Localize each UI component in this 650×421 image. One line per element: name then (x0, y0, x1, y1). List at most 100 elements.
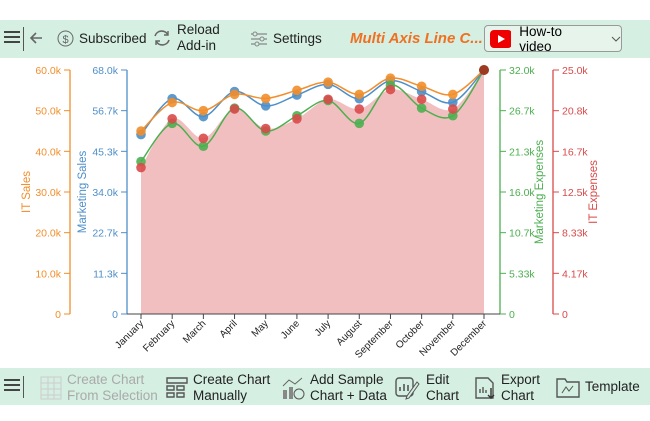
data-point (136, 162, 146, 173)
axis-tick-label: 16.0k (509, 187, 535, 199)
sliders-icon (251, 31, 267, 47)
axis-tick-label: 16.7k (562, 146, 588, 158)
label: Create Chart (67, 372, 145, 387)
x-tick-label: June (279, 318, 302, 341)
data-point-overlap (479, 65, 489, 75)
data-point (385, 73, 396, 83)
label: Create Chart (193, 372, 271, 387)
template-button[interactable]: Template (556, 376, 640, 398)
data-point (354, 118, 365, 129)
axis-tick-label: 26.7k (509, 106, 535, 118)
axis-tick-label: 40.0k (35, 146, 61, 158)
axis-tick-label: 4.17k (562, 268, 588, 280)
axis-tick-label: 60.0k (35, 65, 61, 77)
axis-tick-label: 22.7k (92, 228, 118, 240)
data-point (385, 84, 396, 95)
data-point (323, 77, 333, 87)
data-point (260, 123, 271, 134)
data-point (448, 104, 458, 114)
reload-addin-button[interactable]: Reload Add-in (152, 22, 220, 54)
how-to-label: How-to video (519, 23, 563, 54)
reload-icon (154, 30, 170, 46)
axis-title: Marketing Expenses (534, 140, 546, 244)
add-sample-chart-button[interactable]: Add Sample Chart + Data (281, 372, 387, 404)
axis-title: IT Expenses (588, 160, 600, 224)
x-tick-label: August (335, 318, 365, 348)
data-point (198, 105, 209, 116)
data-point (229, 89, 240, 100)
chart-title: Multi Axis Line C... (350, 30, 483, 47)
data-point (136, 126, 146, 136)
x-tick-label: April (218, 318, 240, 340)
data-point (292, 114, 302, 124)
axis-tick-label: 50.0k (35, 106, 61, 118)
label: Chart (501, 388, 535, 403)
data-point (229, 104, 240, 114)
axis-tick-label: 20.0k (35, 228, 61, 240)
axis-title: Marketing Sales (77, 151, 89, 234)
subscribed-button[interactable]: $ Subscribed (57, 30, 147, 47)
label: Manually (193, 388, 248, 403)
axis-tick-label: 56.7k (92, 106, 118, 118)
axis-tick-label: 0 (562, 309, 568, 321)
label: Add Sample (310, 372, 384, 387)
data-point (448, 110, 458, 121)
data-point (323, 94, 333, 105)
axis-tick-label: 8.33k (562, 228, 588, 240)
reload-label: Reload (177, 22, 220, 37)
create-chart-from-selection-button[interactable]: Create Chart From Selection (40, 372, 158, 404)
bottom-menu-icon[interactable] (4, 378, 25, 392)
label: From Selection (67, 388, 158, 403)
sample-chart-icon (282, 377, 305, 400)
data-point (416, 103, 427, 113)
label: Edit (426, 372, 450, 387)
axis-tick-label: 21.3k (509, 146, 535, 158)
subscribed-label: Subscribed (79, 30, 147, 46)
data-point (198, 141, 209, 152)
axis-tick-label: 20.8k (562, 106, 588, 118)
svg-text:$: $ (62, 34, 68, 46)
menu-icon[interactable] (4, 30, 25, 44)
axis-tick-label: 30.0k (35, 187, 61, 199)
axis-tick-label: 32.0k (509, 65, 535, 77)
youtube-icon (490, 29, 512, 48)
data-point (448, 89, 458, 100)
axis-tick-label: 10.7k (509, 228, 535, 240)
label: Chart + Data (310, 388, 387, 403)
axis-tick-label: 45.3k (92, 146, 118, 158)
edit-chart-icon (395, 377, 420, 400)
table-icon (40, 376, 62, 400)
chevron-down-icon (611, 36, 621, 42)
bottom-toolbar (0, 368, 650, 405)
data-point (260, 93, 271, 104)
x-tick-label: July (313, 318, 333, 338)
multi-axis-line-chart: 0 10.0k 20.0k 30.0k 40.0k 50.0k 60.0k IT Sales 0… (21, 65, 600, 361)
data-point (354, 104, 365, 114)
export-chart-button[interactable]: Export Chart (474, 372, 540, 404)
divider (23, 27, 24, 51)
axis-tick-label: 5.33k (509, 268, 535, 280)
axis-tick-label: 0 (509, 309, 515, 321)
data-point (167, 114, 177, 124)
x-tick-label: March (181, 318, 208, 345)
data-point (260, 101, 271, 111)
data-point (167, 97, 177, 108)
x-tick-label: February (141, 318, 177, 354)
x-tick-label: May (250, 318, 271, 339)
back-button[interactable] (28, 30, 49, 46)
axis-tick-label: 0 (112, 309, 118, 321)
export-chart-icon (475, 377, 495, 399)
settings-button[interactable]: Settings (250, 30, 322, 48)
label: Export (501, 372, 541, 387)
create-chart-manually-button[interactable]: Create Chart Manually (166, 372, 270, 404)
edit-chart-button[interactable]: Edit Chart (395, 372, 459, 404)
label: Chart (426, 388, 460, 403)
data-point (448, 97, 458, 108)
template-icon (556, 378, 580, 398)
data-point (292, 85, 302, 96)
axis-tick-label: 34.0k (92, 187, 118, 199)
dollar-icon: $ (57, 30, 74, 47)
how-to-video-dropdown[interactable]: How-to video (484, 23, 622, 54)
data-point (416, 81, 427, 92)
label: Template (585, 379, 640, 394)
